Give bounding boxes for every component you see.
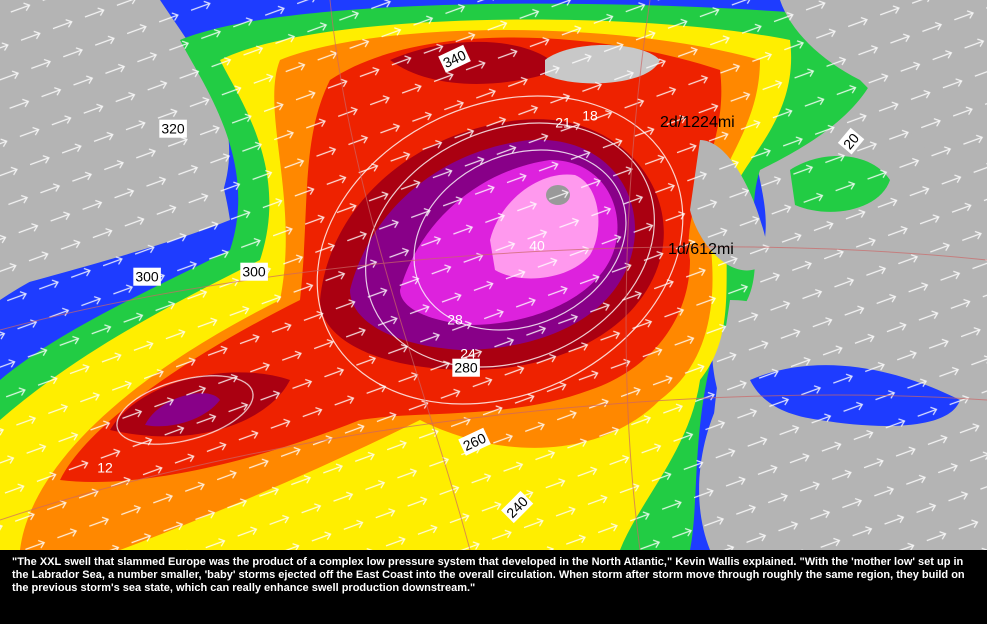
swell-map: 340 320 300 300 21 18 2d/1224mi 20 1d/61… xyxy=(0,0,987,550)
contour-label: 12 xyxy=(97,460,113,476)
label-box xyxy=(501,490,534,524)
label-box xyxy=(458,427,491,456)
contour-label: 300 xyxy=(242,264,266,280)
contour-label: 24 xyxy=(460,346,476,362)
distance-label: 1d/612mi xyxy=(668,241,734,258)
wind-arrows xyxy=(0,0,987,550)
label-box xyxy=(240,262,268,281)
contour-label: 300 xyxy=(135,269,159,285)
contours xyxy=(116,95,684,445)
label-box xyxy=(452,358,480,377)
distance-label: 2d/1224mi xyxy=(660,114,735,131)
contour-label: 40 xyxy=(529,238,545,254)
graticule xyxy=(0,0,987,550)
label-box xyxy=(438,44,471,73)
caption: "The XXL swell that slammed Europe was t… xyxy=(0,550,987,624)
contour-label: 18 xyxy=(582,108,598,124)
label-box xyxy=(837,127,865,155)
contour-label: 21 xyxy=(555,115,571,131)
contour-label: 280 xyxy=(454,360,478,376)
contour-label: 28 xyxy=(447,312,463,328)
contour-label: 320 xyxy=(161,121,185,137)
label-box xyxy=(133,267,161,286)
label-box xyxy=(159,119,187,138)
